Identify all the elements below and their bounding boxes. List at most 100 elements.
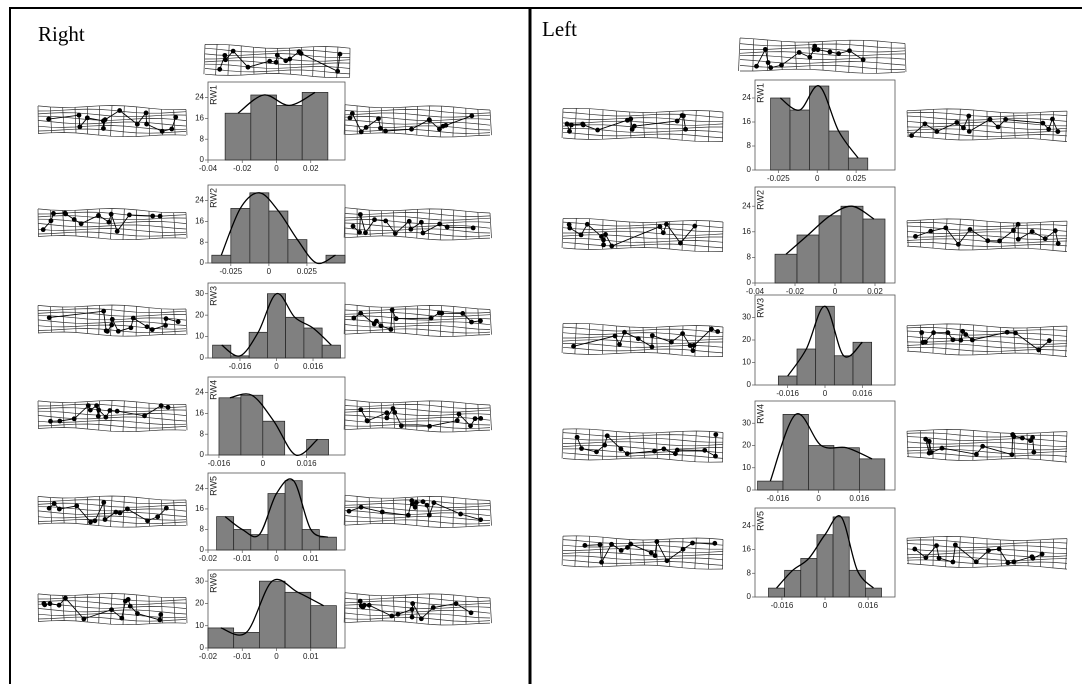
landmark	[1004, 329, 1010, 335]
y-label: RW3	[208, 286, 218, 306]
landmark	[143, 110, 149, 116]
landmark-link	[915, 222, 1059, 246]
y-tick-label: 16	[742, 545, 751, 554]
grid-col	[999, 222, 1002, 249]
grid-col	[694, 431, 697, 462]
landmark	[454, 418, 460, 423]
deformation-grid	[343, 303, 492, 337]
grid-col	[694, 110, 697, 142]
grid-col	[574, 108, 577, 140]
landmark	[960, 328, 966, 334]
landmark	[144, 324, 150, 330]
grid-col	[173, 404, 176, 430]
deformation-grid	[343, 207, 492, 241]
grid-col	[380, 307, 384, 333]
deformation-grid	[37, 495, 188, 528]
grid-col	[62, 402, 65, 428]
landmark	[101, 499, 107, 505]
landmark	[973, 559, 979, 565]
grid-col	[110, 105, 113, 137]
x-tick-label: 0	[274, 362, 279, 371]
landmark	[142, 413, 147, 419]
deformation-grid	[343, 399, 492, 433]
grid-col	[738, 38, 741, 71]
landmark	[392, 409, 398, 415]
landmark	[222, 52, 228, 58]
landmark	[390, 406, 396, 411]
grid-col	[655, 327, 658, 353]
landmark	[1030, 555, 1036, 561]
grid-col	[629, 222, 632, 248]
landmark	[101, 308, 107, 314]
landmark	[966, 113, 972, 119]
grid-col	[708, 220, 711, 252]
y-tick-label: 0	[747, 165, 752, 174]
y-label: RW4	[755, 404, 765, 424]
landmark	[950, 559, 956, 565]
landmark	[437, 221, 443, 227]
landmark	[796, 50, 802, 55]
landmark	[76, 112, 82, 118]
y-label: RW6	[208, 573, 218, 593]
landmark	[678, 240, 683, 246]
grid-col	[835, 40, 837, 72]
grid-row	[562, 241, 724, 249]
grid-col	[185, 597, 188, 624]
landmark	[114, 228, 120, 234]
grid-col	[587, 108, 591, 140]
grid-row	[563, 120, 724, 126]
landmark	[96, 407, 102, 413]
grid-col	[62, 210, 65, 236]
grid-col	[477, 499, 480, 527]
grid-col	[958, 536, 961, 568]
landmark	[987, 116, 993, 122]
landmark-link	[48, 500, 167, 523]
grid-col	[1065, 111, 1068, 142]
landmark-link	[360, 407, 481, 427]
grid-col	[1013, 222, 1016, 249]
y-tick-label: 0	[200, 258, 205, 267]
landmark-link	[584, 540, 715, 564]
y-tick-label: 24	[742, 201, 751, 210]
landmark	[468, 610, 474, 616]
grid-col	[932, 219, 935, 249]
landmark	[687, 343, 693, 348]
landmark	[273, 59, 279, 65]
landmark	[649, 333, 655, 338]
grid-col	[49, 594, 52, 621]
y-tick-label: 8	[200, 134, 205, 143]
y-tick-label: 8	[747, 568, 752, 577]
grid-row	[562, 352, 724, 358]
grid-col	[49, 306, 52, 333]
grid-row	[37, 410, 187, 416]
grid-col	[848, 40, 851, 73]
landmark	[691, 343, 697, 348]
deformation-grid	[343, 494, 492, 528]
grid-col	[185, 109, 188, 136]
density-curve	[220, 192, 336, 265]
grid-row	[562, 564, 724, 570]
grid-col	[173, 500, 176, 526]
landmark	[87, 407, 93, 413]
landmark	[409, 501, 415, 507]
landmark	[836, 51, 842, 57]
density-curve	[787, 305, 863, 377]
deformation-grid	[738, 37, 907, 74]
grid-col	[135, 497, 138, 527]
bar	[774, 253, 798, 284]
grid-col	[1052, 432, 1055, 462]
landmark	[406, 218, 412, 224]
landmark	[393, 316, 399, 322]
grid-row	[562, 107, 724, 113]
landmark	[609, 243, 615, 249]
grid-row	[562, 448, 724, 454]
landmark	[106, 219, 112, 225]
landmark	[460, 311, 466, 316]
grid-col	[185, 404, 188, 431]
grid-col	[629, 327, 632, 353]
landmark	[661, 446, 667, 452]
landmark	[383, 218, 389, 224]
landmark	[102, 517, 108, 522]
x-tick-label: 0.025	[297, 267, 318, 276]
grid-col	[392, 595, 395, 622]
